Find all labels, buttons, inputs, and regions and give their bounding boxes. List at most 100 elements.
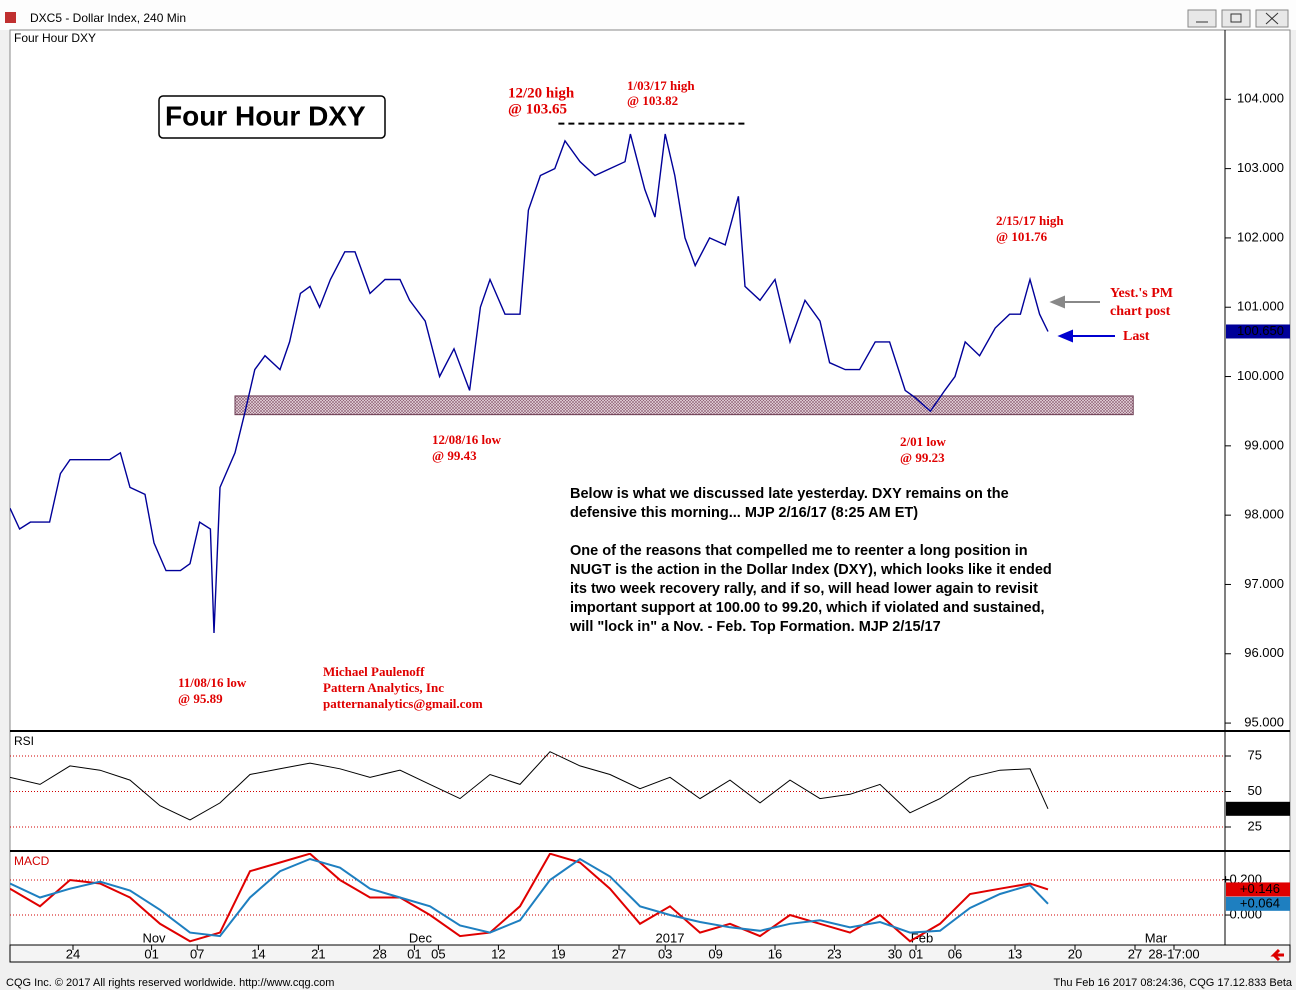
y-tick-label: 98.000 (1244, 507, 1284, 522)
x-tick-label: 09 (708, 946, 722, 961)
commentary: defensive this morning... MJP 2/16/17 (8… (570, 505, 918, 521)
x-tick-label: 28 (372, 946, 386, 961)
title-box (158, 95, 386, 139)
annotation: 2/01 low (900, 434, 946, 449)
x-tick-label: 03 (658, 946, 672, 961)
annotation: 2/15/17 high (996, 213, 1064, 228)
annotation: @ 95.89 (178, 691, 223, 706)
x-tick-label: 01 (144, 946, 158, 961)
time-axis (9, 944, 1291, 963)
month-label: Mar (1145, 930, 1168, 945)
plot (10, 857, 1049, 938)
y-tick-label: 25 (1248, 818, 1262, 833)
x-tick-label: 23 (827, 946, 841, 961)
x-tick-label: 24 (66, 946, 80, 961)
annotation: 12/08/16 low (432, 432, 502, 447)
x-tick-label: 14 (251, 946, 265, 961)
x-tick-label: 16 (768, 946, 782, 961)
line (10, 853, 1049, 943)
pointer-arrow (1049, 295, 1100, 309)
x-tick-label: 01 (909, 946, 923, 961)
x-tick-label: 07 (190, 946, 204, 961)
pointer-arrow (1057, 329, 1115, 343)
y-tick-label: 103.000 (1237, 160, 1284, 175)
month-label: Nov (142, 930, 166, 945)
y-tick-label: 95.000 (1244, 715, 1284, 730)
last-value-box (1226, 882, 1290, 897)
chart-frame (9, 29, 1291, 963)
y-tick-label: 50 (1248, 783, 1262, 798)
month-label: 2017 (656, 930, 685, 945)
x-tick-label: 27 (1128, 946, 1142, 961)
annotation: @ 103.82 (627, 93, 678, 108)
footer-right: Thu Feb 16 2017 08:24:36, CQG 17.12.833 … (1053, 977, 1292, 989)
plot (10, 133, 1049, 634)
plot (10, 751, 1049, 821)
annotation: @ 99.23 (900, 450, 945, 465)
last-value-label: +0.064 (1240, 895, 1280, 910)
x-tick-label: 19 (551, 946, 565, 961)
support-zone (234, 395, 1134, 416)
last-value-box (1226, 801, 1290, 816)
x-tick-label: 21 (311, 946, 325, 961)
y-tick-label: 104.000 (1237, 91, 1284, 106)
y-tick-label: 97.000 (1244, 576, 1284, 591)
panel-title: RSI (14, 734, 34, 748)
window-controls[interactable] (1187, 9, 1289, 28)
author: Michael Paulenoff (323, 664, 425, 679)
title-bar (0, 0, 1296, 30)
pointer-label: Yest.'s PM (1110, 286, 1173, 301)
x-tick-label: 30 (888, 946, 902, 961)
last-value-box (1226, 896, 1290, 911)
annotation: @ 99.43 (432, 448, 477, 463)
minimize-button[interactable] (1187, 9, 1217, 28)
x-tick-label: 01 (407, 946, 421, 961)
pointer-label: chart post (1110, 304, 1171, 319)
scroll-arrow[interactable] (1270, 948, 1284, 962)
x-tick-label: 05 (431, 946, 445, 961)
y-tick-label: 100.000 (1237, 368, 1284, 383)
annotation: @ 103.65 (508, 101, 567, 117)
window-title: DXC5 - Dollar Index, 240 Min (30, 11, 186, 25)
x-tick-label: 20 (1068, 946, 1082, 961)
maximize-button[interactable] (1221, 9, 1251, 28)
last-price-box (1226, 324, 1290, 339)
commentary: will "lock in" a Nov. - Feb. Top Formati… (569, 619, 941, 635)
month-label: Dec (409, 930, 433, 945)
app-icon (5, 12, 16, 23)
author: Pattern Analytics, Inc (323, 680, 444, 695)
y-tick-label: 96.000 (1244, 645, 1284, 660)
annotation: 11/08/16 low (178, 675, 247, 690)
commentary: important support at 100.00 to 99.20, wh… (570, 600, 1045, 616)
last-value-label: 37.81 (1251, 800, 1284, 815)
panel-title: MACD (14, 854, 50, 868)
x-tick-label: 28-17:00 (1148, 946, 1199, 961)
chart-title: Four Hour DXY (165, 100, 366, 131)
line (10, 751, 1049, 821)
x-tick-label: 27 (612, 946, 626, 961)
annotation: 12/20 high (508, 85, 575, 101)
month-label: Feb (911, 930, 933, 945)
commentary: NUGT is the action in the Dollar Index (… (570, 562, 1052, 578)
commentary: its two week recovery rally, and if so, … (570, 581, 1038, 597)
pointer-label: Last (1123, 329, 1150, 344)
line (10, 133, 1049, 634)
y-tick-label: 75 (1248, 747, 1262, 762)
commentary: One of the reasons that compelled me to … (570, 543, 1028, 559)
x-tick-label: 06 (948, 946, 962, 961)
y-tick-label: 99.000 (1244, 437, 1284, 452)
x-tick-label: 13 (1008, 946, 1022, 961)
last-price-label: 100.650 (1237, 323, 1284, 338)
last-value-label: +0.146 (1240, 881, 1280, 896)
author: patternanalytics@gmail.com (323, 696, 483, 711)
x-tick-label: 12 (491, 946, 505, 961)
line (10, 857, 1049, 938)
commentary: Below is what we discussed late yesterda… (570, 486, 1009, 502)
panel-title: Four Hour DXY (14, 31, 96, 45)
annotation: 1/03/17 high (627, 78, 695, 93)
plot (10, 853, 1049, 943)
y-tick-label: 101.000 (1237, 299, 1284, 314)
y-tick-label: 102.000 (1237, 229, 1284, 244)
footer-left: CQG Inc. © 2017 All rights reserved worl… (6, 977, 334, 989)
